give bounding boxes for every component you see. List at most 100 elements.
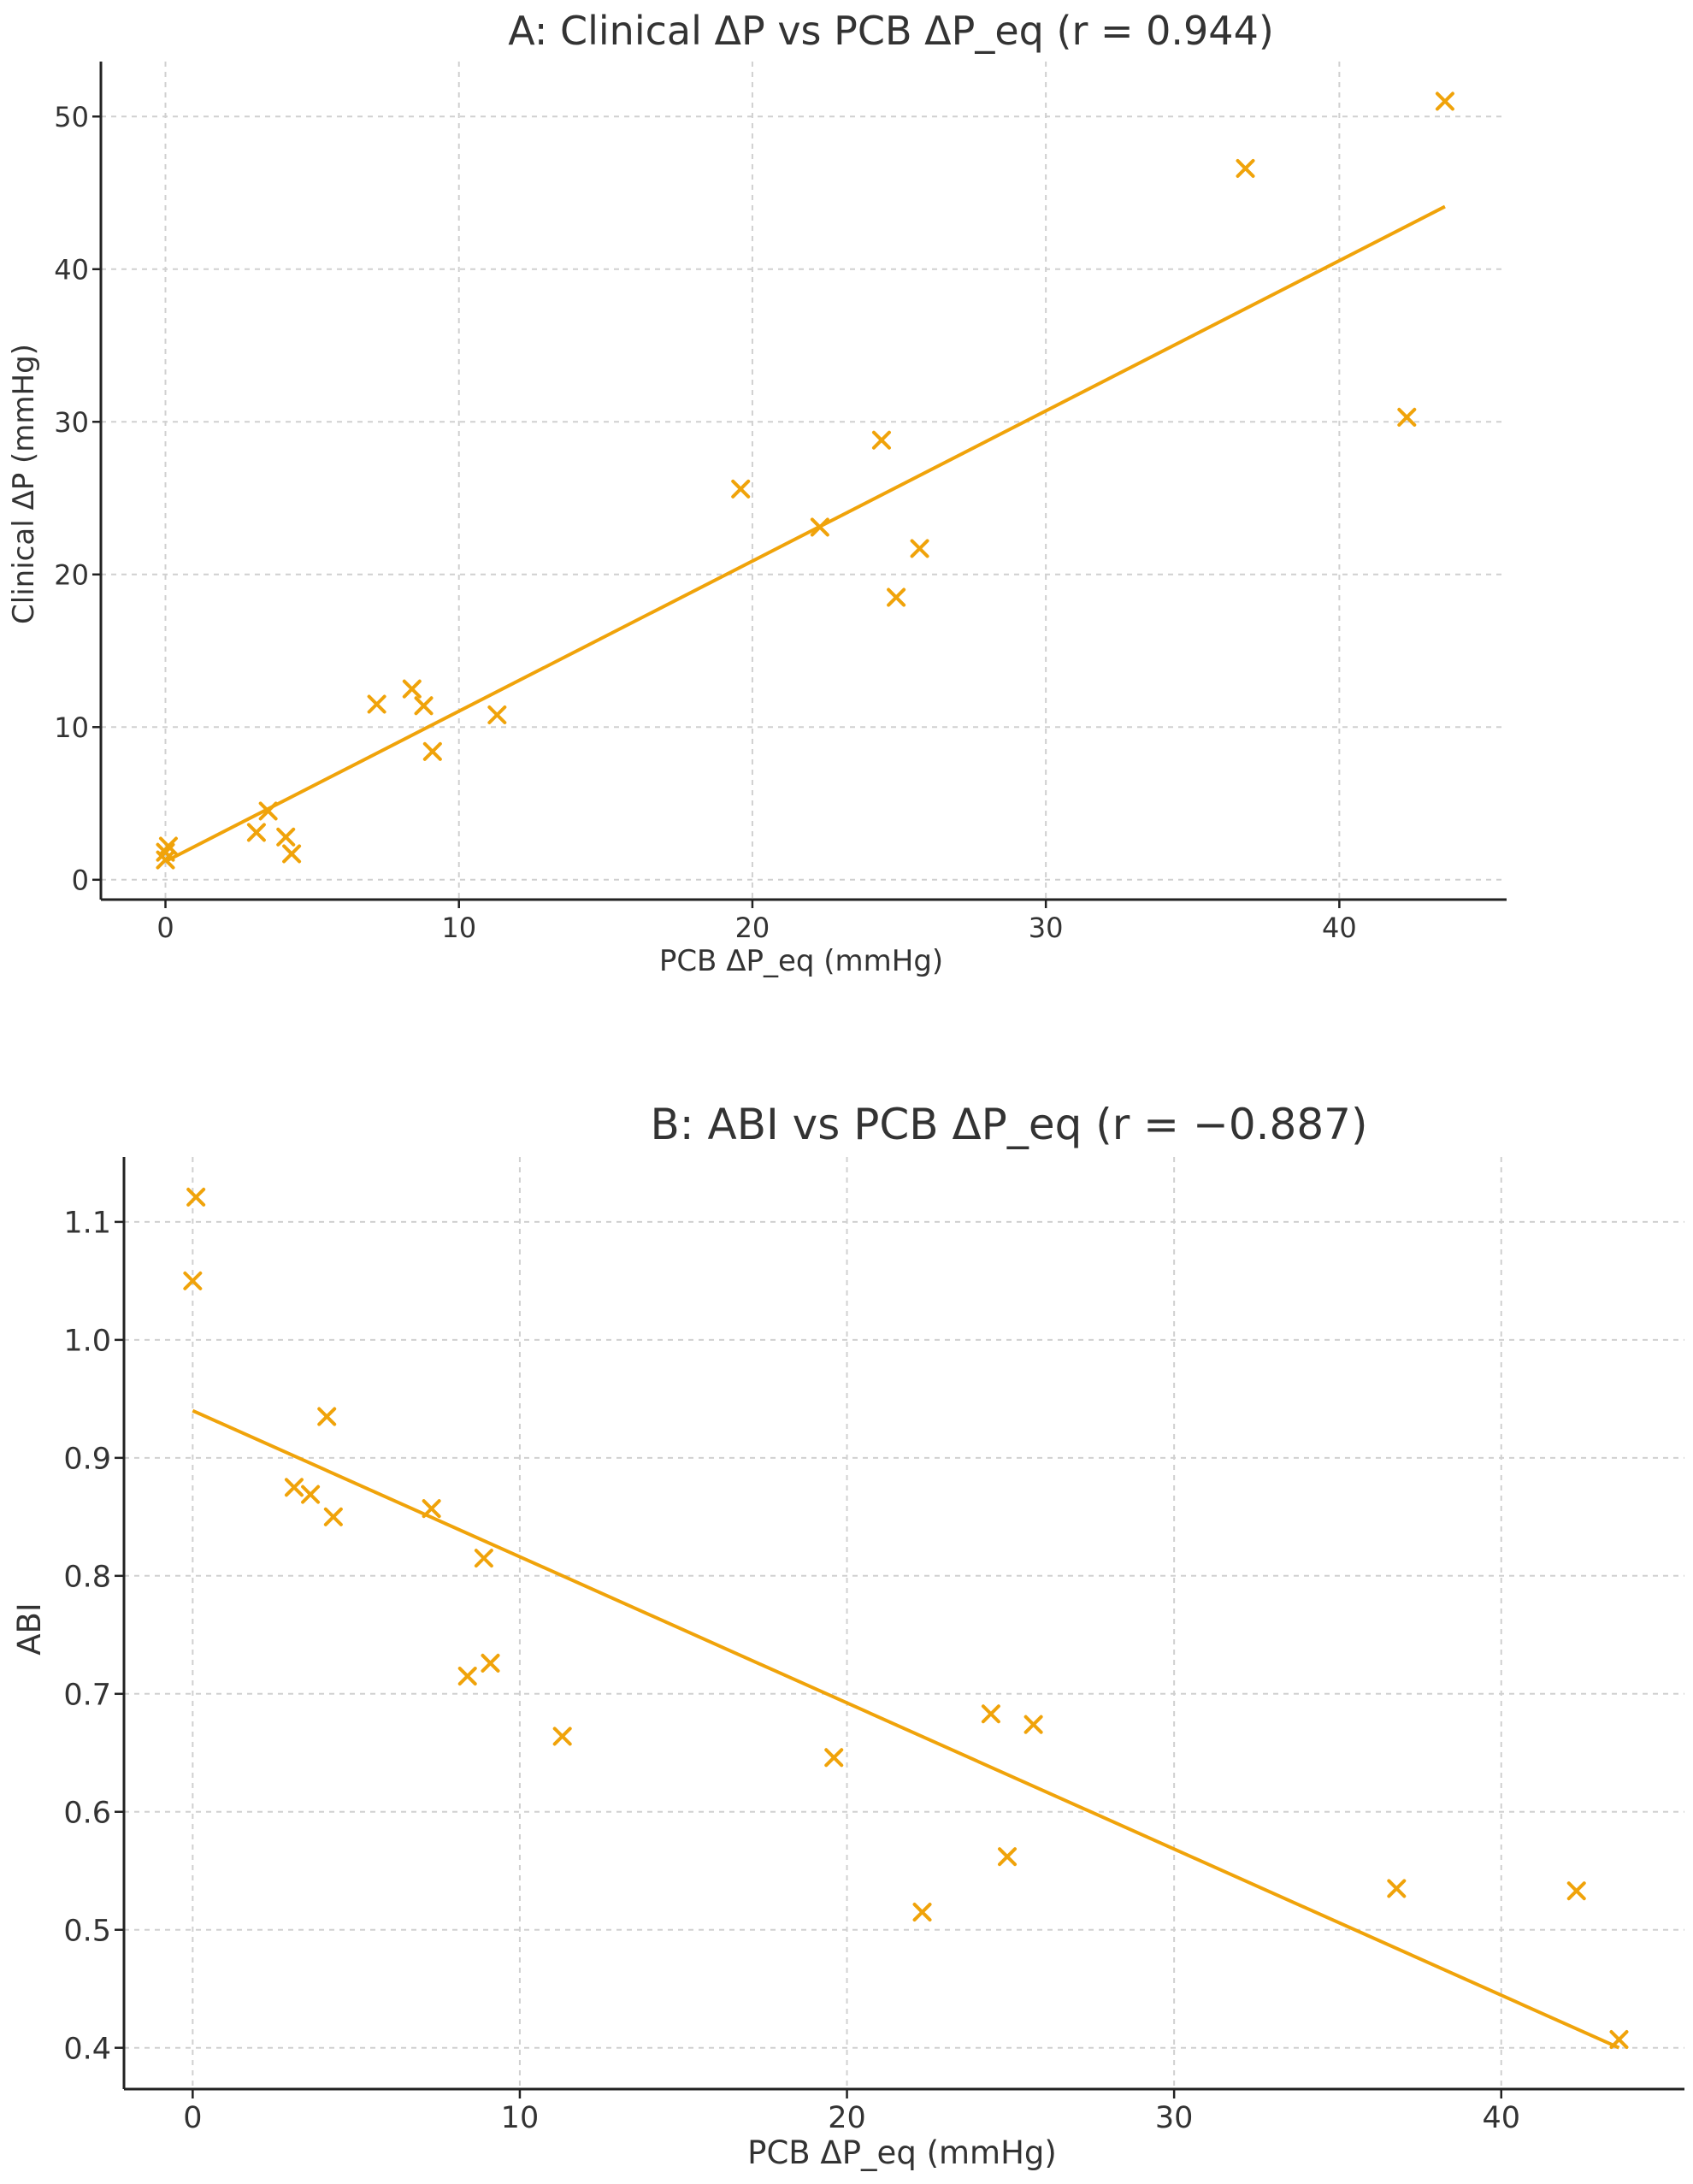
data-point (481, 1653, 500, 1673)
data-point-stroke (1609, 2030, 1629, 2050)
data-point (1387, 1879, 1407, 1898)
x-tick-label: 20 (735, 912, 770, 944)
data-point-stroke (912, 1903, 932, 1922)
y-tick-label: 50 (54, 101, 89, 133)
data-point-stroke (887, 587, 906, 607)
panel-b-fit-line (192, 1408, 1620, 2050)
x-tick-label: 40 (1322, 912, 1357, 944)
y-tick-label: 0.8 (63, 1560, 111, 1594)
data-point-stroke (1236, 158, 1255, 178)
panel-b-axes (122, 1157, 1684, 2091)
data-point (1609, 2030, 1629, 2050)
data-point-stroke (183, 1271, 203, 1290)
regression-line (192, 1408, 1620, 2050)
data-point (183, 1271, 203, 1290)
x-tick-label: 40 (1482, 2101, 1520, 2135)
x-tick-label: 10 (441, 912, 476, 944)
x-tick-label: 30 (1155, 2101, 1194, 2135)
data-point-stroke (1023, 1715, 1043, 1734)
data-point-stroke (981, 1704, 1000, 1724)
data-point (1236, 158, 1255, 178)
panel-a-fit-line (164, 204, 1446, 864)
data-point (414, 696, 434, 716)
data-point-stroke (246, 823, 266, 842)
y-tick-label: 40 (54, 253, 89, 286)
data-point-stroke (282, 844, 302, 864)
y-tick-label: 30 (54, 406, 89, 439)
data-point-stroke (998, 1847, 1018, 1867)
y-tick-label: 0 (72, 864, 89, 896)
data-point (552, 1727, 572, 1746)
data-point (282, 844, 302, 864)
data-point (871, 430, 891, 450)
panel-b-x-ticks: 0 10 20 30 40 (183, 2089, 1520, 2135)
panel-a-y-ticks: 0 10 20 30 40 50 (54, 101, 101, 896)
data-point-stroke (158, 836, 178, 856)
data-point (284, 1478, 304, 1497)
data-point-stroke (810, 517, 829, 537)
y-tick-label: 0.9 (63, 1442, 111, 1476)
data-point (998, 1847, 1018, 1867)
data-point (810, 517, 829, 537)
data-point-stroke (457, 1667, 477, 1686)
y-tick-label: 0.5 (63, 1914, 111, 1948)
data-point-stroke (481, 1653, 500, 1673)
data-point-stroke (1435, 91, 1454, 111)
panel-a-x-axis-label: PCB ΔP_eq (mmHg) (659, 944, 943, 978)
data-point-stroke (552, 1727, 572, 1746)
data-point (1397, 407, 1417, 427)
panel-a-grid (101, 62, 1507, 900)
data-point-stroke (414, 696, 434, 716)
data-point-stroke (422, 741, 442, 761)
x-tick-label: 0 (183, 2101, 202, 2135)
data-point-stroke (824, 1748, 844, 1768)
data-point (487, 705, 507, 725)
data-point (323, 1507, 343, 1526)
panel-a-points (156, 91, 1454, 870)
panel-a: 0 10 20 30 40 0 10 20 30 40 50 A: Clinical ΔP vs … (7, 8, 1507, 978)
panel-a-y-axis-label: Clinical ΔP (mmHg) (7, 344, 41, 624)
data-point-stroke (301, 1485, 321, 1504)
data-point (887, 587, 906, 607)
panel-b: 0 10 20 30 40 0.4 0.5 0.6 0.7 0.8 0.9 1.0 1.1 B: AB… (11, 1100, 1684, 2171)
y-tick-label: 0.6 (63, 1796, 111, 1830)
data-point (246, 823, 266, 842)
data-point-stroke (1566, 1881, 1586, 1901)
data-point (474, 1549, 493, 1568)
x-tick-label: 0 (156, 912, 174, 944)
data-point-stroke (1387, 1879, 1407, 1898)
data-point (731, 479, 751, 499)
data-point (367, 694, 386, 714)
panel-a-title: A: Clinical ΔP vs PCB ΔP_eq (r = 0.944) (508, 8, 1274, 54)
y-tick-label: 0.7 (63, 1678, 111, 1712)
data-point-stroke (731, 479, 751, 499)
panel-b-title: B: ABI vs PCB ΔP_eq (r = −0.887) (650, 1100, 1367, 1149)
data-point-stroke (317, 1407, 337, 1426)
panel-b-y-axis-label: ABI (11, 1603, 48, 1656)
data-point (824, 1748, 844, 1768)
data-point-stroke (910, 539, 929, 558)
data-point (1023, 1715, 1043, 1734)
data-point-stroke (1397, 407, 1417, 427)
panel-a-axes (99, 62, 1507, 901)
data-point (402, 679, 422, 699)
panel-b-x-axis-label: PCB ΔP_eq (mmHg) (747, 2134, 1057, 2171)
y-tick-label: 0.4 (63, 2032, 111, 2066)
data-point (1435, 91, 1454, 111)
panel-b-grid (124, 1157, 1684, 2089)
data-point (910, 539, 929, 558)
data-point-stroke (156, 850, 175, 870)
data-point-stroke (367, 694, 386, 714)
data-point (186, 1187, 206, 1207)
data-point (1566, 1881, 1586, 1901)
data-point (912, 1903, 932, 1922)
x-tick-label: 30 (1029, 912, 1064, 944)
data-point (422, 741, 442, 761)
panel-b-y-ticks: 0.4 0.5 0.6 0.7 0.8 0.9 1.0 1.1 (63, 1206, 124, 2066)
data-point (301, 1485, 321, 1504)
data-point-stroke (422, 1499, 441, 1519)
data-point (981, 1704, 1000, 1724)
regression-line (164, 204, 1446, 864)
